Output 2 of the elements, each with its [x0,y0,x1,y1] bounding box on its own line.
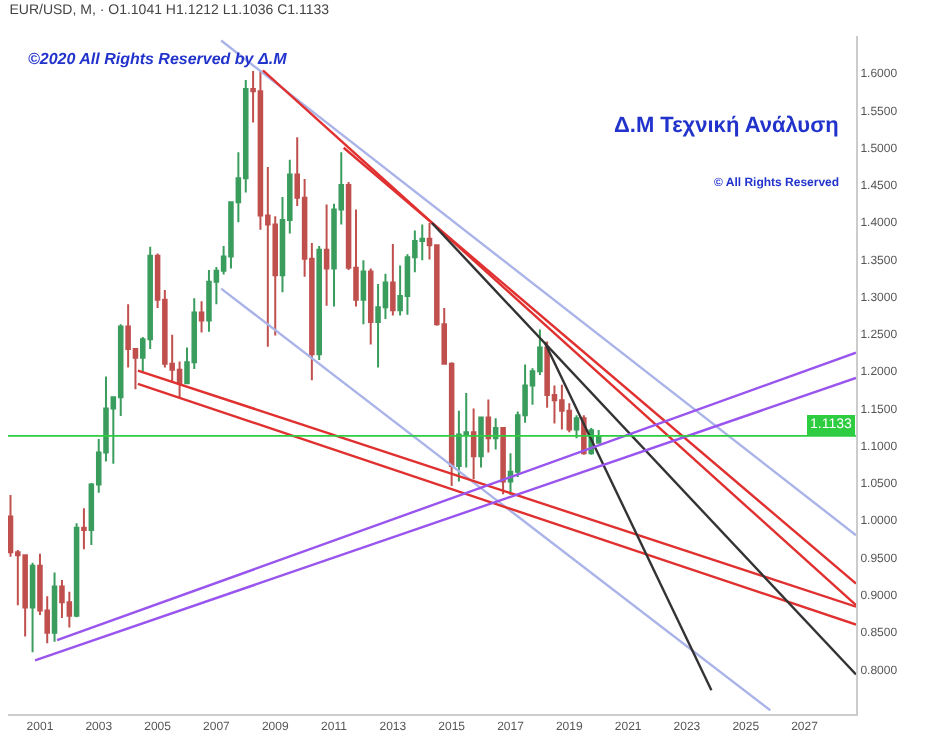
annotation: ©2020 All Rights Reserved by Δ.Μ [28,50,288,68]
annotation: Δ.Μ Τεχνική Ανάλυση [614,114,840,138]
